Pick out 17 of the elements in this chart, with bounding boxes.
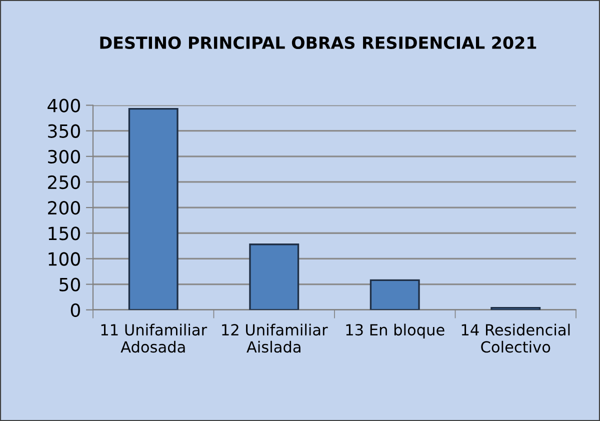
x-tick-label: 12 Unifamiliar Aislada	[222, 324, 328, 353]
y-tick-label: 200	[48, 201, 80, 215]
y-tick-label: 400	[48, 98, 80, 112]
y-tick-label: 150	[48, 226, 80, 240]
y-tick-label: 300	[48, 150, 80, 164]
x-tick-label: 11 Unifamiliar Adosada	[101, 324, 208, 353]
x-tick-label: 14 Residencial Colectivo	[462, 324, 570, 353]
y-tick-label: 250	[48, 175, 80, 190]
y-tick-label: 50	[60, 278, 80, 292]
bar	[370, 279, 420, 310]
bar	[249, 244, 300, 310]
y-tick-label: 0	[70, 303, 80, 317]
y-tick-label: 100	[48, 252, 80, 266]
chart-title: DESTINO PRINCIPAL OBRAS RESIDENCIAL 2021	[100, 36, 536, 50]
bar	[128, 108, 178, 310]
x-tick-label: 13 En bloque	[346, 324, 444, 339]
y-tick-label: 350	[48, 124, 80, 138]
